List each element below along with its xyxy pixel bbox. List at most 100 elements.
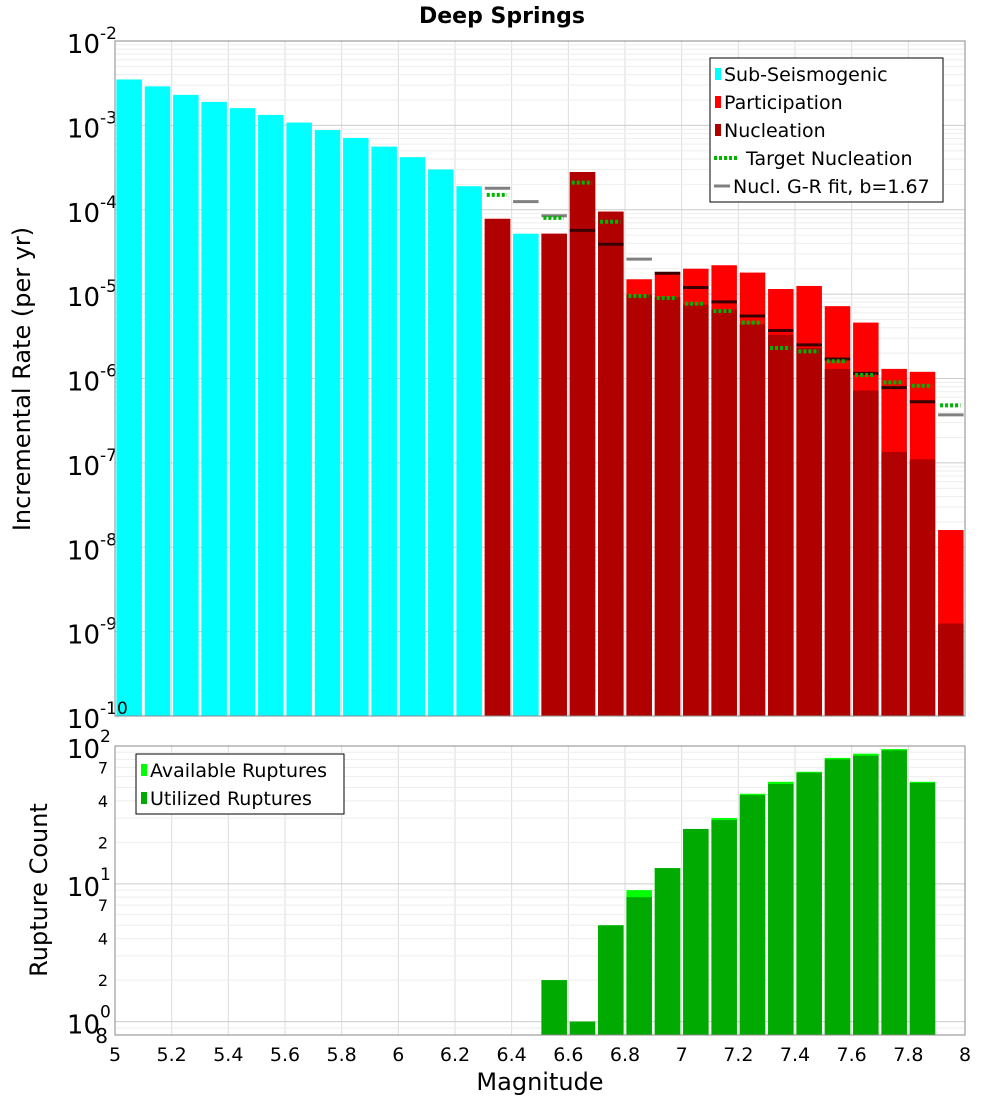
bottom-y-tick: 10 2 (67, 727, 111, 765)
top-y-tick-exp: -7 (100, 446, 117, 466)
bottom-legend-box (135, 753, 345, 815)
sub-seismogenic-bar (314, 130, 341, 717)
sub-seismogenic-bar (144, 86, 171, 716)
top-y-tick-base: 10 (67, 30, 100, 60)
top-plot-frame (114, 40, 966, 717)
top-y-tick-exp: -10 (100, 699, 128, 719)
utilized-ruptures-bar (881, 750, 907, 1035)
top-y-tick-exp: -3 (100, 108, 117, 128)
nucleation-bar (569, 172, 596, 716)
x-tick-label: 7.4 (780, 1044, 810, 1066)
bottom-y-tick: 2 (98, 833, 108, 852)
sub-seismogenic-bar (201, 101, 227, 716)
sub-seismogenic-bar (116, 79, 142, 717)
sub-seismogenic-bar (428, 169, 454, 716)
bottom-y-tick: 8 (95, 1024, 108, 1048)
x-tick-label: 7 (676, 1044, 688, 1066)
bottom-y-tick-minor: 2 (98, 833, 108, 852)
top-y-tick-exp: -9 (100, 615, 117, 635)
bottom-y-tick: 2 (98, 971, 108, 990)
top-y-tick-base: 10 (67, 705, 100, 735)
bottom-y-tick-minor: 7 (98, 896, 108, 915)
utilized-ruptures-bar (824, 759, 851, 1035)
utilized-ruptures-bar (796, 772, 822, 1035)
top-legend-label: Nucl. G-R fit, b=1.67 (733, 176, 930, 198)
bottom-y-tick: 10 0 (67, 1003, 111, 1041)
bottom-y-tick-minor: 8 (95, 1024, 108, 1048)
utilized-ruptures-bar (569, 1021, 596, 1035)
top-y-tick: 10 -10 (67, 699, 128, 735)
x-tick-label: 6.6 (553, 1044, 583, 1066)
utilized-ruptures-bar (541, 980, 567, 1035)
chart-title: Deep Springs (419, 4, 585, 29)
x-tick-label: 6.4 (497, 1044, 527, 1066)
legend-swatch (141, 792, 147, 804)
legend-swatch (715, 96, 721, 108)
utilized-ruptures-bar (626, 897, 652, 1035)
top-y-tick-base: 10 (67, 114, 100, 144)
bottom-y-tick-minor: 4 (98, 930, 108, 949)
bottom-legend-label: Available Ruptures (150, 760, 327, 782)
bottom-plot-frame (114, 745, 966, 1036)
nucleation-bar (768, 334, 794, 716)
nucleation-bar (796, 347, 822, 716)
top-y-tick-exp: -5 (100, 277, 117, 297)
x-tick-label: 8 (959, 1044, 971, 1066)
sub-seismogenic-bar (456, 186, 482, 716)
nucleation-bar (654, 297, 681, 716)
x-tick-label: 7.2 (723, 1044, 753, 1066)
bottom-bars (541, 749, 936, 1035)
sub-seismogenic-bar (286, 122, 312, 716)
bottom-y-tick: 4 (98, 792, 108, 811)
top-y-tick-base: 10 (67, 283, 100, 313)
nucleation-bar (626, 294, 652, 716)
bottom-y-tick-minor: 7 (98, 758, 108, 777)
nucleation-bar (683, 304, 709, 716)
x-tick-label: 6.2 (440, 1044, 470, 1066)
top-y-tick-base: 10 (67, 368, 100, 398)
nucleation-bar (541, 233, 567, 716)
top-y-tick-base: 10 (67, 199, 100, 229)
top-legend-label: Participation (724, 92, 843, 114)
sub-seismogenic-bar (371, 146, 397, 716)
nucleation-bar (938, 623, 964, 716)
bottom-y-tick: 4 (98, 930, 108, 949)
x-axis-label: Magnitude (476, 1068, 603, 1096)
utilized-ruptures-bar (768, 784, 794, 1035)
top-y-tick: 10 -4 (67, 193, 117, 229)
x-tick-label: 6 (392, 1044, 404, 1066)
nucleation-bar (739, 324, 766, 716)
utilized-ruptures-bar (654, 868, 681, 1035)
bottom-legend: Available Ruptures Utilized Ruptures (135, 753, 345, 815)
top-y-tick: 10 -2 (67, 24, 117, 60)
top-legend-label: Nucleation (724, 120, 826, 142)
top-legend-box (709, 57, 944, 203)
top-y-tick-exp: -4 (100, 193, 117, 213)
legend-swatch (715, 68, 721, 80)
nucleation-bar (853, 390, 879, 716)
x-tick-label: 5.4 (213, 1044, 243, 1066)
bottom-y-tick: 7 (98, 758, 108, 777)
nucleation-bar (881, 451, 907, 716)
bottom-y-tick: 10 1 (67, 865, 111, 903)
top-y-tick-base: 10 (67, 452, 100, 482)
bottom-y-tick-base: 10 (67, 1011, 100, 1041)
utilized-ruptures-bar (711, 820, 737, 1035)
top-bars (116, 79, 964, 717)
top-y-tick: 10 -5 (67, 277, 117, 313)
top-y-tick: 10 -9 (67, 615, 117, 651)
x-tick-label: 7.6 (837, 1044, 867, 1066)
top-legend-label: Sub-Seismogenic (724, 64, 888, 86)
bottom-y-tick-exp: 2 (100, 727, 111, 747)
sub-seismogenic-bar (229, 108, 256, 717)
top-y-tick-exp: -2 (100, 24, 117, 44)
sub-seismogenic-bar (258, 114, 284, 716)
top-y-tick: 10 -7 (67, 446, 117, 482)
top-y-tick-base: 10 (67, 621, 100, 651)
bottom-y-tick-minor: 2 (98, 971, 108, 990)
top-y-tick-exp: -8 (100, 530, 117, 550)
top-y-tick: 10 -6 (67, 362, 117, 398)
utilized-ruptures-bar (739, 795, 766, 1035)
